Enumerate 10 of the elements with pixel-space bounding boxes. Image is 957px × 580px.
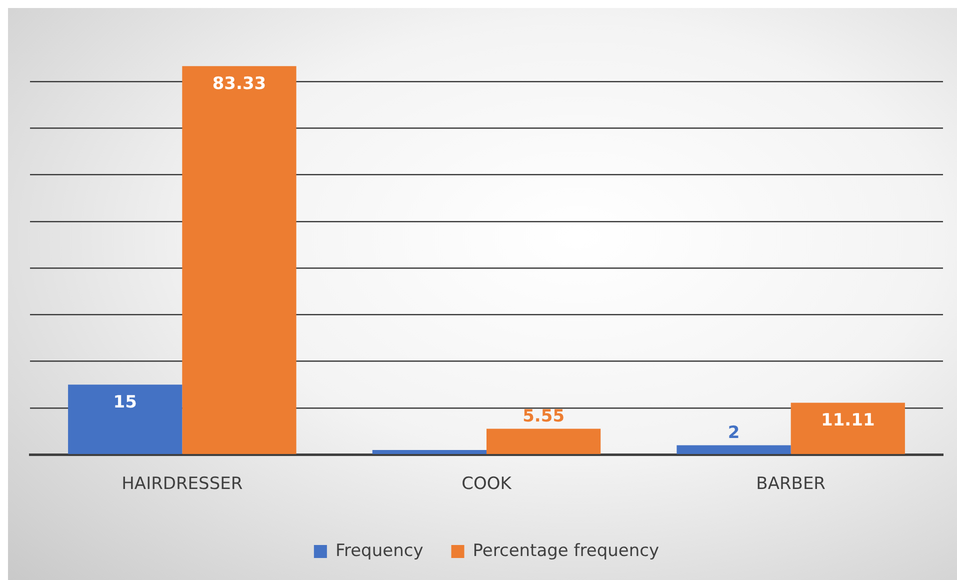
x-tick-label: BARBER — [756, 474, 826, 494]
x-tick-label: COOK — [462, 474, 512, 494]
x-tick-label: HAIRDRESSER — [122, 474, 243, 494]
legend-label: Frequency — [335, 540, 424, 561]
legend-label: Percentage frequency — [472, 540, 660, 561]
data-label: 15 — [113, 392, 137, 413]
data-label: 83.33 — [212, 74, 266, 94]
data-label: 5.55 — [522, 406, 565, 427]
data-label: 2 — [728, 423, 740, 444]
data-label: 11.11 — [821, 410, 875, 431]
